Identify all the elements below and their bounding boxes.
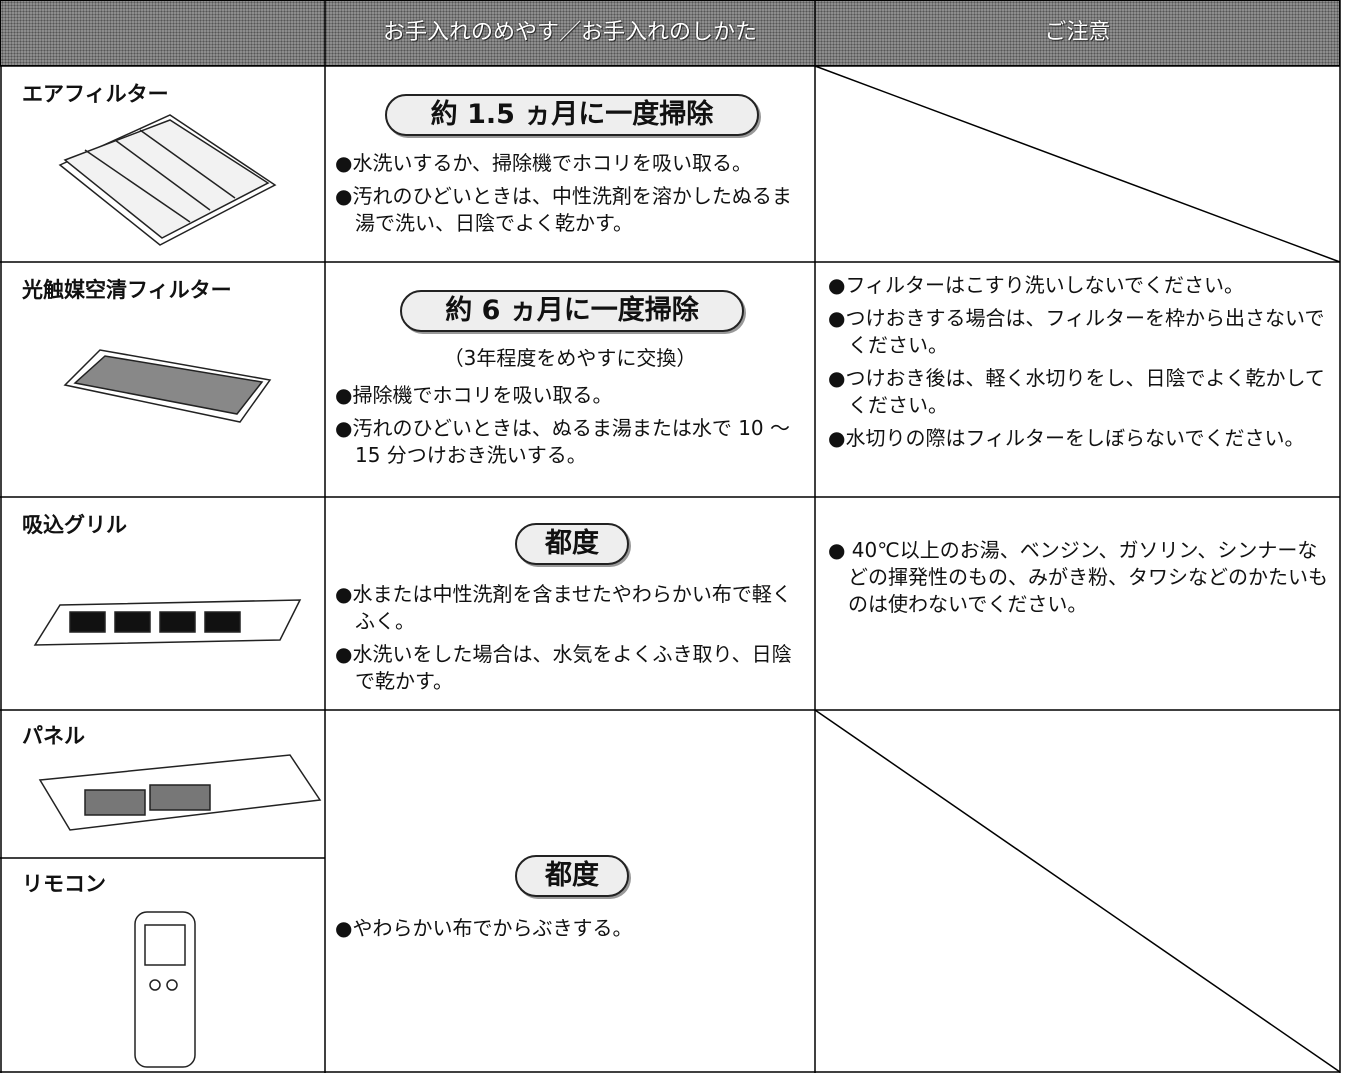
caution-text: ●つけおき後は、軽く水切りをし、日陰でよく乾かしてください。 [828,366,1325,417]
subnote: （3年程度をめやすに交換） [443,346,697,370]
method-text: ●水洗いするか、掃除機でホコリを吸い取る。 [335,151,753,175]
method-text: ●掃除機でホコリを吸い取る。 [335,383,613,407]
frequency-badge: 都度 [515,855,629,897]
methods: ●掃除機でホコリを吸い取る。 ●汚れのひどいときは、ぬるま湯または水で 10 ～ … [335,382,805,475]
method-text: ●汚れのひどいときは、ぬるま湯または水で 10 ～ 15 分つけおき洗いする。 [335,416,791,467]
column-header: ご注意 [1044,20,1111,45]
caution-text: ●つけおきする場合は、フィルターを枠から出さないでください。 [828,306,1325,357]
item-name: パネル [22,724,85,748]
caution-text: ● 40℃以上のお湯、ベンジン、ガソリン、シンナーなどの揮発性のもの、みがき粉、… [828,538,1328,616]
item-name: エアフィルター [22,82,169,106]
caution-text: ●水切りの際はフィルターをしぼらないでください。 [828,426,1305,450]
method-text: ●汚れのひどいときは、中性洗剤を溶かしたぬるま湯で洗い、日陰でよく乾かす。 [335,184,792,235]
methods: ●やわらかい布でからぶきする。 [335,915,805,948]
frequency-badge: 約 6 ヵ月に一度掃除 [400,290,744,332]
item-name: 吸込グリル [22,513,127,537]
item-name: リモコン [22,872,106,896]
frequency-badge: 約 1.5 ヵ月に一度掃除 [385,94,759,136]
method-text: ●やわらかい布でからぶきする。 [335,916,633,940]
column-header: お手入れのめやす／お手入れのしかた [382,20,757,45]
methods: ●水洗いするか、掃除機でホコリを吸い取る。 ●汚れのひどいときは、中性洗剤を溶かし… [335,150,805,243]
item-name: 光触媒空清フィルター [22,278,232,302]
cautions: ● 40℃以上のお湯、ベンジン、ガソリン、シンナーなどの揮発性のもの、みがき粉、… [828,537,1333,624]
table-header [0,0,1340,66]
method-text: ●水または中性洗剤を含ませたやわらかい布で軽くふく。 [335,582,792,633]
methods: ●水または中性洗剤を含ませたやわらかい布で軽くふく。 ●水洗いをした場合は、水気を… [335,581,805,701]
method-text: ●水洗いをした場合は、水気をよくふき取り、日陰で乾かす。 [335,642,792,693]
cautions: ●フィルターはこすり洗いしないでください。 ●つけおきする場合は、フィルターを枠か… [828,272,1333,458]
frequency-badge: 都度 [515,523,629,565]
caution-text: ●フィルターはこすり洗いしないでください。 [828,273,1245,297]
